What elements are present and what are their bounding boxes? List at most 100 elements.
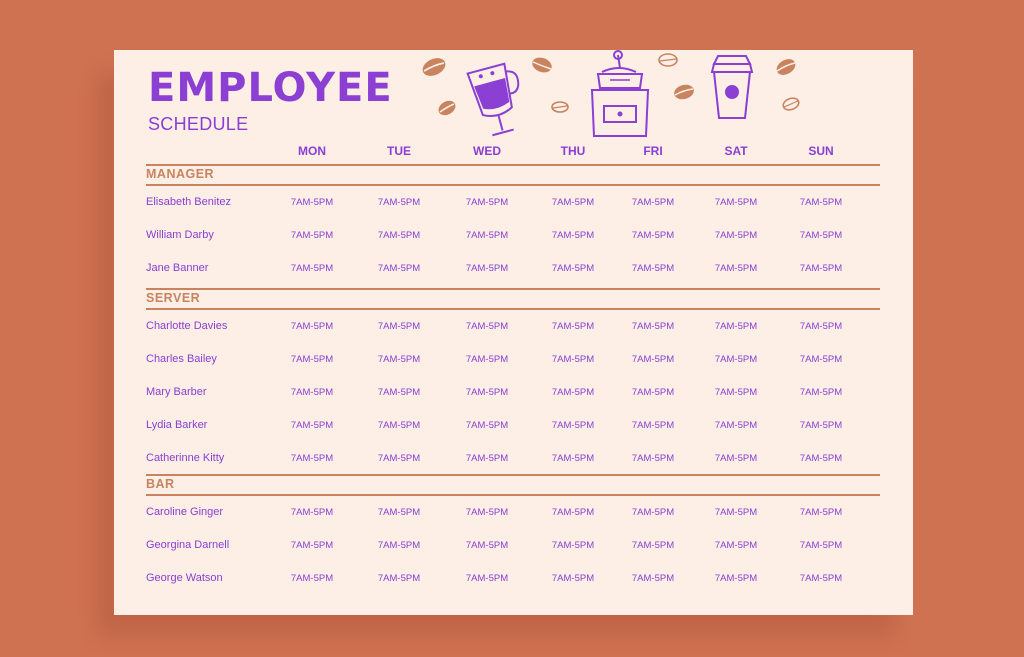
shift-cell: 7AM-5PM: [714, 197, 758, 208]
coffee-bean-icon: [782, 97, 800, 111]
shift-cell: 7AM-5PM: [290, 321, 334, 332]
shift-cell: 7AM-5PM: [551, 540, 595, 551]
employee-name: George Watson: [146, 572, 223, 584]
shift-cell: 7AM-5PM: [799, 263, 843, 274]
shift-cell: 7AM-5PM: [290, 263, 334, 274]
shift-cell: 7AM-5PM: [377, 540, 421, 551]
shift-cell: 7AM-5PM: [290, 420, 334, 431]
section-rule-bottom: [146, 308, 880, 310]
shift-cell: 7AM-5PM: [714, 420, 758, 431]
coffee-grinder-icon: [590, 50, 650, 137]
day-header-wed: WED: [473, 144, 501, 158]
shift-cell: 7AM-5PM: [377, 230, 421, 241]
shift-cell: 7AM-5PM: [631, 507, 675, 518]
employee-name: William Darby: [146, 229, 214, 241]
page-title: EMPLOYEE: [148, 65, 393, 111]
shift-cell: 7AM-5PM: [714, 540, 758, 551]
shift-cell: 7AM-5PM: [377, 573, 421, 584]
shift-cell: 7AM-5PM: [799, 387, 843, 398]
shift-cell: 7AM-5PM: [465, 263, 509, 274]
shift-cell: 7AM-5PM: [377, 354, 421, 365]
day-header-thu: THU: [560, 144, 586, 158]
shift-cell: 7AM-5PM: [465, 507, 509, 518]
shift-cell: 7AM-5PM: [714, 230, 758, 241]
shift-cell: 7AM-5PM: [465, 540, 509, 551]
shift-cell: 7AM-5PM: [631, 420, 675, 431]
coffee-bean-icon: [422, 58, 446, 76]
shift-cell: 7AM-5PM: [290, 453, 334, 464]
shift-cell: 7AM-5PM: [465, 197, 509, 208]
employee-name: Georgina Darnell: [146, 539, 230, 551]
shift-cell: 7AM-5PM: [290, 230, 334, 241]
shift-cell: 7AM-5PM: [631, 573, 675, 584]
shift-cell: 7AM-5PM: [551, 573, 595, 584]
shift-cell: 7AM-5PM: [290, 540, 334, 551]
employee-name: Jane Banner: [146, 262, 209, 274]
shift-cell: 7AM-5PM: [631, 453, 675, 464]
shift-cell: 7AM-5PM: [377, 420, 421, 431]
section-rule-top: [146, 474, 880, 476]
shift-cell: 7AM-5PM: [799, 540, 843, 551]
shift-cell: 7AM-5PM: [714, 387, 758, 398]
shift-cell: 7AM-5PM: [799, 453, 843, 464]
shift-cell: 7AM-5PM: [290, 507, 334, 518]
employee-name: Caroline Ginger: [146, 506, 224, 518]
shift-cell: 7AM-5PM: [377, 453, 421, 464]
shift-cell: 7AM-5PM: [799, 420, 843, 431]
shift-cell: 7AM-5PM: [631, 230, 675, 241]
shift-cell: 7AM-5PM: [290, 387, 334, 398]
coffee-bean-icon: [658, 53, 678, 67]
section-rule-bottom: [146, 184, 880, 186]
shift-cell: 7AM-5PM: [799, 197, 843, 208]
takeaway-cup-icon: [710, 55, 754, 119]
shift-cell: 7AM-5PM: [799, 507, 843, 518]
shift-cell: 7AM-5PM: [551, 230, 595, 241]
shift-cell: 7AM-5PM: [799, 573, 843, 584]
day-header-sat: SAT: [724, 144, 748, 158]
shift-cell: 7AM-5PM: [631, 321, 675, 332]
shift-cell: 7AM-5PM: [377, 263, 421, 274]
coffee-illustrations: [422, 50, 800, 137]
shift-cell: 7AM-5PM: [551, 453, 595, 464]
shift-cell: 7AM-5PM: [551, 263, 595, 274]
employee-name: Elisabeth Benitez: [146, 196, 231, 208]
shift-cell: 7AM-5PM: [290, 197, 334, 208]
shift-cell: 7AM-5PM: [551, 321, 595, 332]
shift-cell: 7AM-5PM: [465, 321, 509, 332]
shift-cell: 7AM-5PM: [465, 420, 509, 431]
section-rule-top: [146, 164, 880, 166]
shift-cell: 7AM-5PM: [799, 230, 843, 241]
shift-cell: 7AM-5PM: [799, 354, 843, 365]
shift-cell: 7AM-5PM: [465, 387, 509, 398]
shift-cell: 7AM-5PM: [290, 573, 334, 584]
section-title-manager: MANAGER: [146, 167, 215, 181]
shift-cell: 7AM-5PM: [799, 321, 843, 332]
shift-cell: 7AM-5PM: [631, 540, 675, 551]
shift-cell: 7AM-5PM: [377, 507, 421, 518]
shift-cell: 7AM-5PM: [465, 573, 509, 584]
schedule-sheet: EMPLOYEE SCHEDULE: [114, 50, 913, 615]
shift-cell: 7AM-5PM: [377, 197, 421, 208]
section-rule-top: [146, 288, 880, 290]
section-title-bar: BAR: [146, 477, 175, 491]
day-header-mon: MON: [298, 144, 326, 158]
section-title-server: SERVER: [146, 291, 201, 305]
shift-cell: 7AM-5PM: [377, 387, 421, 398]
employee-name: Mary Barber: [146, 386, 207, 398]
shift-cell: 7AM-5PM: [551, 387, 595, 398]
coffee-bean-icon: [532, 57, 552, 73]
day-header-fri: FRI: [643, 144, 663, 158]
coffee-bean-icon: [674, 84, 694, 100]
shift-cell: 7AM-5PM: [714, 354, 758, 365]
shift-cell: 7AM-5PM: [290, 354, 334, 365]
shift-cell: 7AM-5PM: [465, 354, 509, 365]
day-header-tue: TUE: [387, 144, 411, 158]
shift-cell: 7AM-5PM: [631, 263, 675, 274]
shift-cell: 7AM-5PM: [714, 321, 758, 332]
coffee-bean-icon: [438, 100, 456, 116]
shift-cell: 7AM-5PM: [551, 420, 595, 431]
employee-name: Catherinne Kitty: [146, 452, 225, 464]
employee-name: Charlotte Davies: [146, 320, 228, 332]
shift-cell: 7AM-5PM: [551, 197, 595, 208]
page-subtitle: SCHEDULE: [148, 114, 249, 134]
